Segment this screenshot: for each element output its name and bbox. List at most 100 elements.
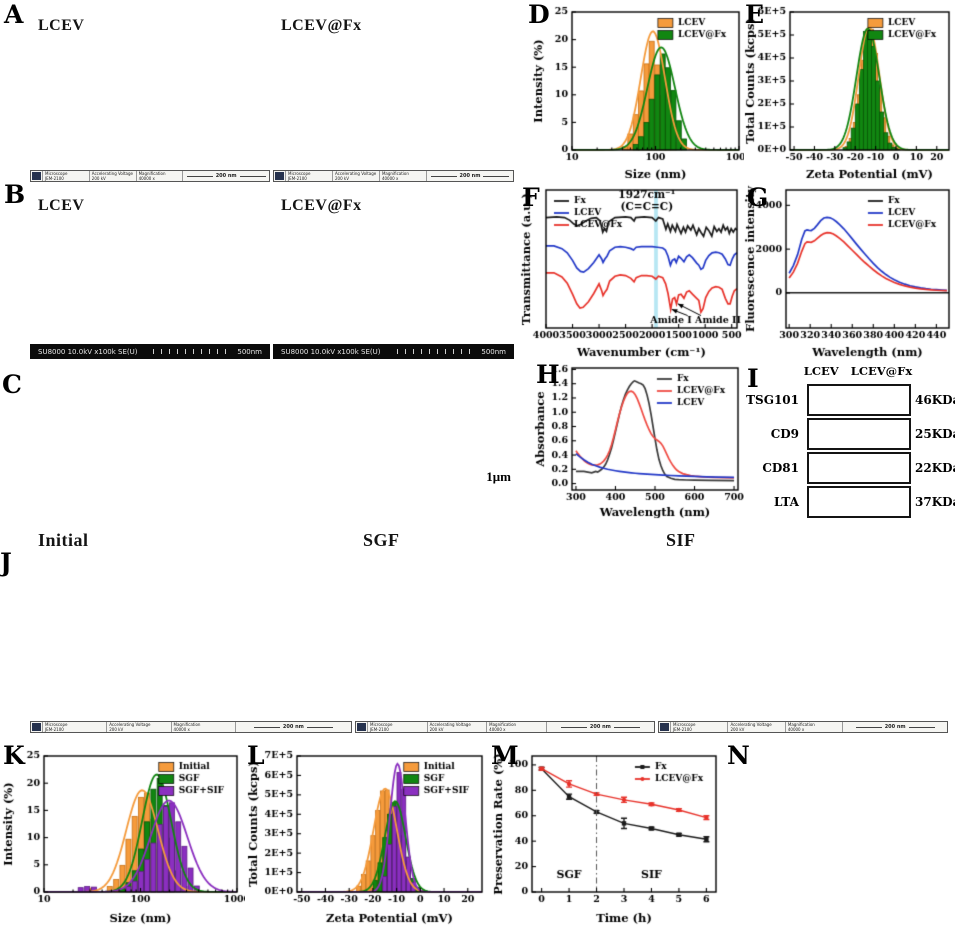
info-scale: 200 nm [182, 171, 269, 181]
blot-cd9 [807, 418, 911, 450]
info-scale: 200 nm [545, 722, 654, 732]
scale-bar-200nm: 200nm [900, 691, 938, 706]
image-label: LCEV@Fx [305, 388, 376, 403]
sem-ruler [153, 349, 232, 354]
panel-C-afm3d-lcevfx: LCEV@Fx [297, 384, 412, 510]
info-col-header: Magnification [378, 171, 426, 176]
panel-letter-C: C [2, 370, 22, 399]
panel-letter-A: A [4, 0, 24, 29]
info-col-header: Accelerating Voltage [106, 722, 170, 727]
panel-B-sem-lcevfx: LCEV@Fx 200nm SU8000 10.0kV x100k SE(U) … [273, 192, 514, 359]
panel-letter-F: F [522, 183, 540, 212]
info-col-header: Microscope [670, 722, 727, 727]
info-scale: 200 nm [234, 722, 351, 732]
panel-A-tem-lcevfx: LCEV@Fx 200nm Microscope Accelerating Vol… [273, 12, 514, 182]
info-col-header: Magnification [170, 722, 235, 727]
panel-J-tem-initial: Initial Microscope Accelerating Voltage Ma… [30, 525, 352, 733]
info-col-value: 200 kV [727, 727, 784, 732]
info-col-header: Microscope [285, 171, 332, 176]
info-col-value: 200 kV [106, 727, 170, 732]
info-scale: 200 nm [425, 171, 513, 181]
info-col-header: Microscope [42, 722, 106, 727]
panel-C-afm3d-lcev: LCEV [30, 384, 145, 510]
info-col-value: 200 kV [426, 727, 487, 732]
chart-F-ftir [520, 184, 745, 360]
microscope-info-columns: Microscope Accelerating Voltage Magnificat… [670, 722, 842, 732]
image-label: SIF [666, 530, 696, 550]
blot-size-label: 25KDa [915, 427, 955, 441]
chart-L-zeta-potential [247, 744, 488, 926]
panel-I-western-blot: LCEV LCEV@Fx TSG101 46KDa CD9 25KDa CD81… [745, 362, 955, 522]
blot-lta [807, 486, 911, 518]
image-label: LCEV [38, 388, 79, 403]
panel-letter-M: M [491, 741, 519, 770]
chart-K-size-distribution [2, 744, 245, 926]
microscope-logo-icon [32, 172, 41, 180]
info-col-value: JEM-2100 [670, 727, 727, 732]
blot-column-headers: LCEV LCEV@Fx [803, 364, 913, 378]
afm-3d-surface-lcev [30, 384, 145, 510]
sem-settings-text: SU8000 10.0kV x100k SE(U) [281, 347, 381, 356]
microscope-info-columns: Microscope Accelerating Voltage Magnificat… [285, 171, 426, 181]
info-col-value: JEM-2100 [367, 727, 427, 732]
blot-size-label: 46KDa [915, 393, 955, 407]
scale-bar-200nm: 200nm [466, 321, 504, 336]
tem-image-lcev [30, 12, 270, 170]
info-col-value: 40000 x [170, 727, 235, 732]
afm-3d-surface-lcevfx [297, 384, 412, 510]
image-label: LCEV@Fx [281, 197, 362, 214]
blot-row-label: LTA [773, 495, 799, 509]
microscope-logo-icon [660, 723, 669, 731]
panel-letter-H: H [536, 360, 560, 389]
info-col-header: Magnification [135, 171, 183, 176]
blot-col-lcevfx: LCEV@Fx [850, 364, 913, 378]
panel-letter-E: E [745, 0, 765, 29]
microscope-logo-icon [275, 172, 284, 180]
chart-L-canvas [247, 744, 488, 926]
info-col-value: JEM-2100 [42, 176, 89, 181]
info-col-header: Magnification [784, 722, 842, 727]
microscope-info-bar: Microscope Accelerating Voltage Magnificat… [273, 170, 514, 182]
chart-E-canvas [744, 2, 955, 182]
microscope-info-columns: Microscope Accelerating Voltage Magnificat… [42, 722, 235, 732]
microscope-info-bar: Microscope Accelerating Voltage Magnificat… [30, 721, 352, 733]
info-col-header: Magnification [486, 722, 546, 727]
info-col-value: 40000 x [135, 176, 183, 181]
panel-C-afm2d-lcevfx: 1μm [417, 384, 517, 510]
info-col-header: Accelerating Voltage [331, 171, 379, 176]
sem-image-lcevfx [273, 192, 514, 344]
sem-status-bar: SU8000 10.0kV x100k SE(U) 500nm [273, 344, 514, 359]
microscope-logo-icon [357, 723, 366, 731]
chart-K-canvas [2, 744, 245, 926]
info-col-value: 40000 x [486, 727, 546, 732]
info-col-header: Accelerating Voltage [88, 171, 136, 176]
panel-letter-N: N [727, 741, 750, 770]
info-col-header: Microscope [367, 722, 427, 727]
image-label: LCEV [38, 17, 85, 34]
info-col-value: 200 kV [88, 176, 136, 181]
blot-row-label: CD9 [770, 427, 799, 441]
info-col-header: Accelerating Voltage [727, 722, 784, 727]
info-col-value: 200 kV [331, 176, 379, 181]
image-label: SGF [363, 530, 400, 550]
sem-status-bar: SU8000 10.0kV x100k SE(U) 500nm [30, 344, 270, 359]
microscope-info-bar: Microscope Accelerating Voltage Magnificat… [30, 170, 270, 182]
sem-scale-label: 500nm [481, 347, 506, 356]
scale-bar-1um: 1μm [486, 469, 511, 484]
chart-D-canvas [532, 2, 747, 182]
image-label: LCEV@Fx [281, 17, 362, 34]
chart-N-canvas [728, 744, 954, 926]
microscope-info-columns: Microscope Accelerating Voltage Magnificat… [367, 722, 546, 732]
chart-N-bioaccessibility [728, 744, 954, 926]
tem-image-lcevfx [273, 12, 514, 170]
sem-ruler [397, 349, 476, 354]
panel-letter-K: K [3, 741, 25, 770]
chart-D-size-distribution [532, 2, 747, 182]
microscope-logo-icon [32, 723, 41, 731]
info-col-value: JEM-2100 [42, 727, 106, 732]
chart-E-zeta-potential [744, 2, 955, 182]
tem-image-sgf [355, 525, 655, 721]
microscope-info-bar: Microscope Accelerating Voltage Magnificat… [658, 721, 948, 733]
tem-image-sif [658, 525, 948, 721]
blot-row-label: CD81 [762, 461, 799, 475]
